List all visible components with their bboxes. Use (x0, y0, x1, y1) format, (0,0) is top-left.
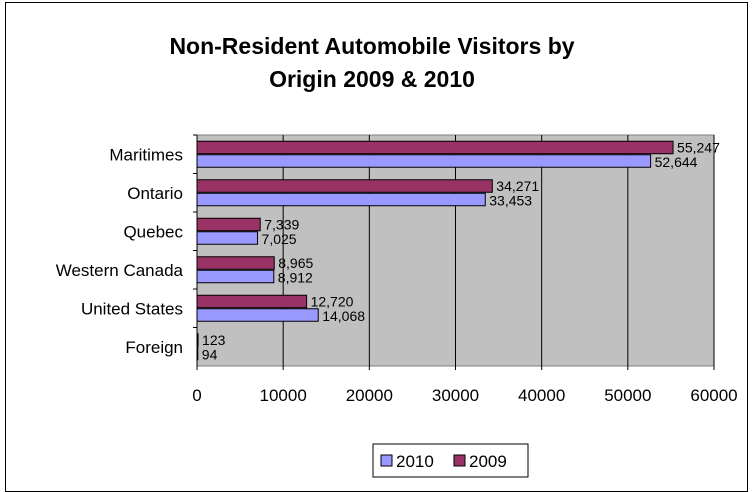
bar-2009 (196, 179, 493, 193)
category-label: Maritimes (109, 145, 183, 164)
x-tick-label: 10000 (260, 386, 307, 405)
x-tick-label: 60000 (690, 386, 737, 405)
data-label-2009: 8,965 (278, 255, 313, 271)
legend-label-2009: 2009 (469, 452, 507, 471)
bar-2010 (196, 346, 199, 361)
data-label-2010: 7,025 (262, 231, 297, 247)
data-label-2010: 94 (202, 346, 218, 362)
data-label-2010: 52,644 (655, 154, 698, 170)
legend-box (372, 443, 529, 478)
bar-2009 (196, 294, 308, 309)
bar-2010 (196, 154, 652, 168)
chart-title-line: Non-Resident Automobile Visitors by (169, 33, 574, 59)
bar-2010 (196, 308, 319, 322)
data-label-2009: 55,247 (677, 139, 720, 155)
category-label: Quebec (123, 222, 183, 241)
bar-2009 (196, 256, 275, 270)
legend-swatch-2010 (380, 454, 393, 467)
x-tick-label: 40000 (518, 386, 565, 405)
bar-2010 (196, 192, 486, 207)
bar-2009 (196, 333, 199, 347)
category-label: United States (81, 299, 183, 318)
x-tick-label: 0 (192, 386, 201, 405)
data-label-2009: 34,271 (496, 178, 539, 194)
data-label-2009: 12,720 (311, 293, 354, 309)
chart-title-line: Origin 2009 & 2010 (269, 66, 475, 92)
x-tick-label: 50000 (604, 386, 651, 405)
data-label-2009: 123 (202, 332, 226, 348)
data-label-2009: 7,339 (264, 216, 299, 232)
data-label-2010: 8,912 (278, 269, 313, 285)
category-label: Ontario (127, 184, 183, 203)
data-label-2010: 33,453 (489, 192, 532, 208)
bar-2010 (196, 269, 275, 284)
category-label: Foreign (125, 338, 183, 357)
bar-2009 (196, 140, 674, 155)
category-label: Western Canada (56, 261, 184, 280)
legend-label-2010: 2010 (396, 452, 434, 471)
bar-chart: Non-Resident Automobile Visitors by Origi… (56, 33, 738, 478)
bar-2010 (196, 231, 259, 245)
data-label-2010: 14,068 (322, 308, 365, 324)
x-tick-label: 30000 (432, 386, 479, 405)
legend-swatch-2009 (453, 454, 466, 467)
x-tick-label: 20000 (346, 386, 393, 405)
bar-2009 (196, 217, 261, 232)
